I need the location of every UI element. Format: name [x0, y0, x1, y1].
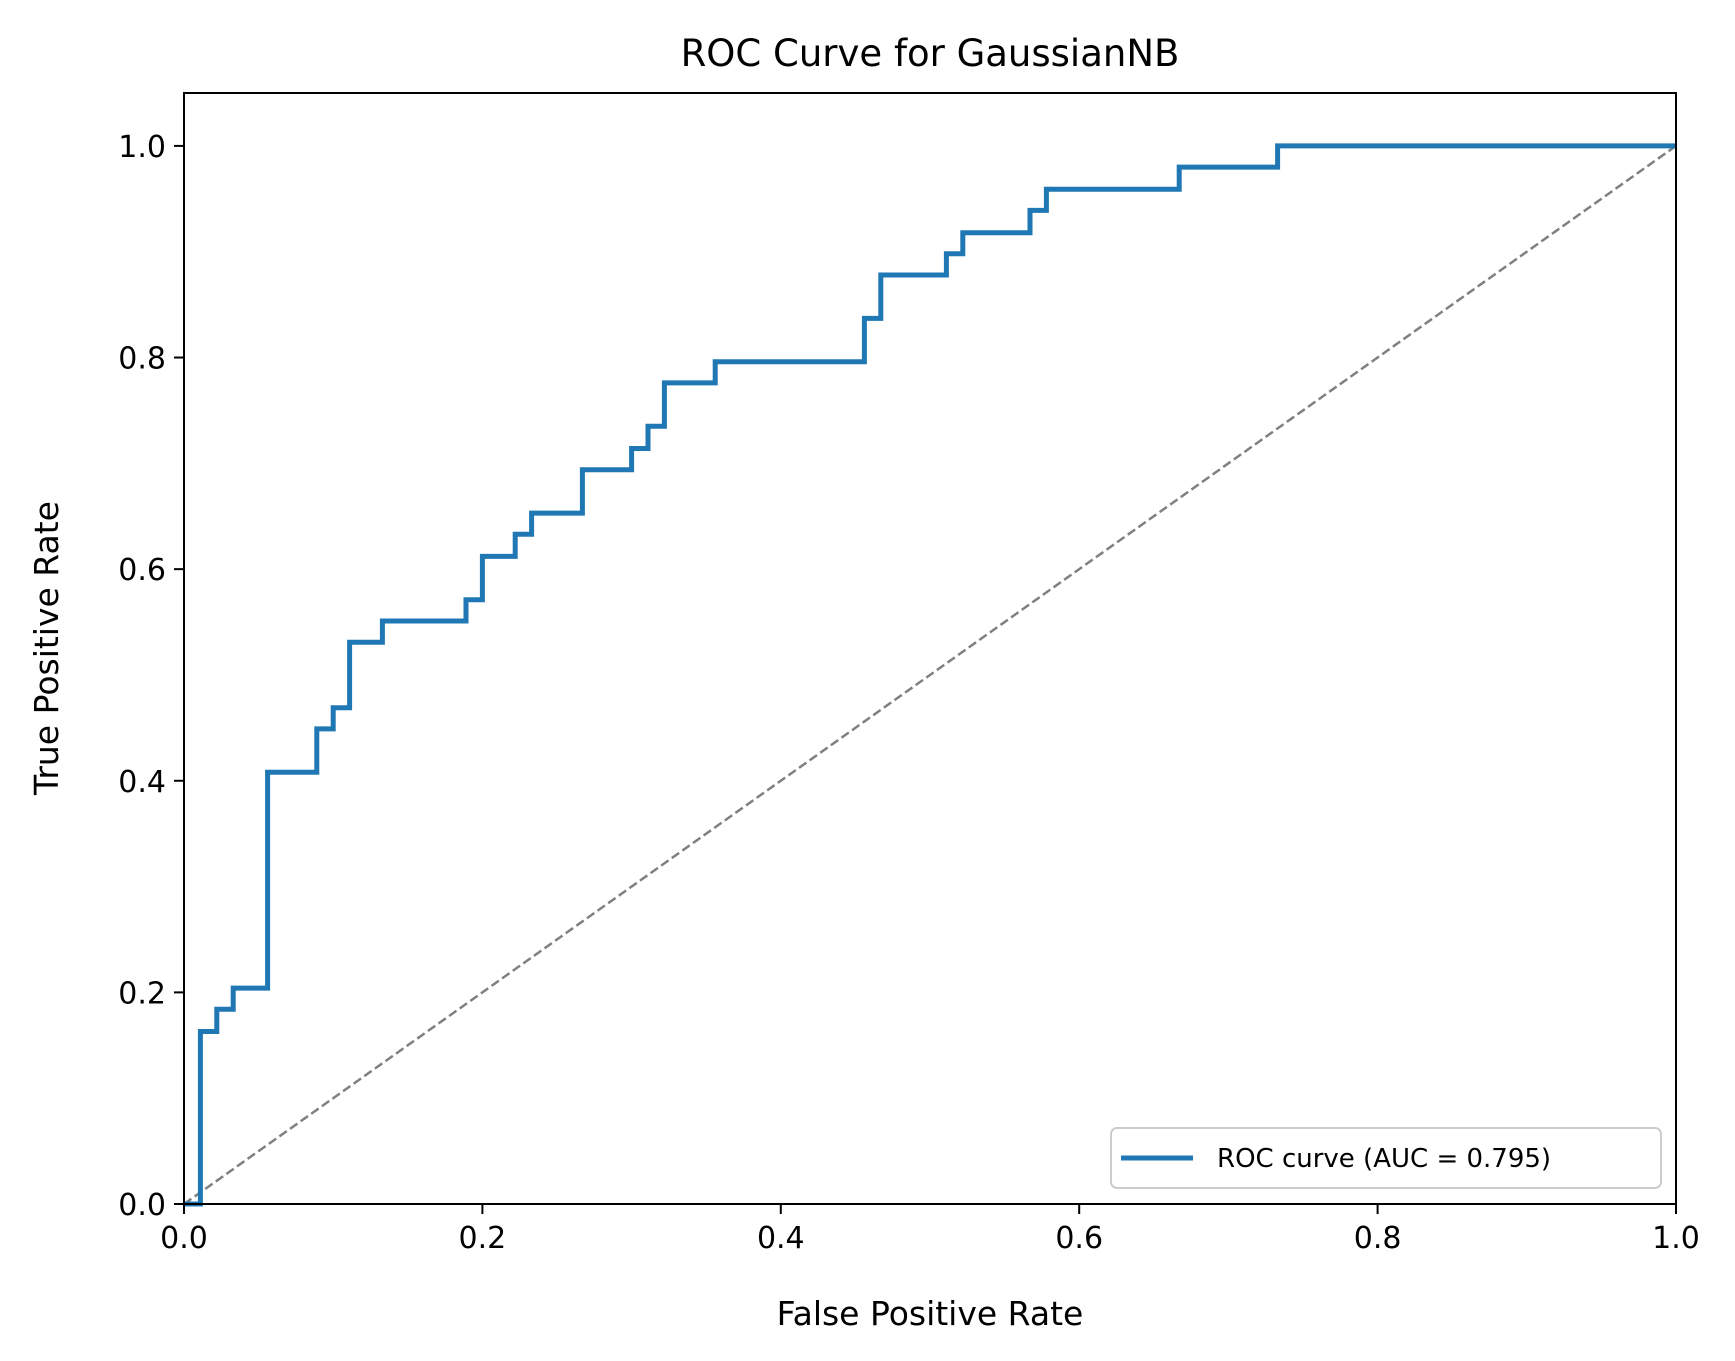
x-tick-label: 0.6 [1055, 1221, 1103, 1256]
axis-ticks: 0.0 0.2 0.4 0.6 0.8 1.0 0.0 0.2 0.4 0.6 0.8 1.0 [118, 130, 1700, 1256]
y-tick-label: 0.8 [118, 342, 166, 377]
y-tick-label: 0.0 [118, 1188, 166, 1223]
legend-box [1110, 1127, 1662, 1189]
legend: ROC curve (AUC = 0.795) [1110, 1127, 1662, 1189]
y-axis-label: True Positive Rate [27, 501, 66, 796]
chart-title: ROC Curve for GaussianNB [681, 32, 1180, 75]
legend-label-roc: ROC curve (AUC = 0.795) [1217, 1144, 1551, 1174]
y-tick-label: 0.4 [118, 765, 166, 800]
x-tick-label: 0.0 [160, 1221, 208, 1256]
x-tick-label: 0.8 [1354, 1221, 1402, 1256]
y-tick-label: 1.0 [118, 130, 166, 165]
y-tick-label: 0.6 [118, 553, 166, 588]
x-tick-label: 1.0 [1652, 1221, 1700, 1256]
x-axis-label: False Positive Rate [777, 1294, 1084, 1333]
y-tick-label: 0.2 [118, 976, 166, 1011]
roc-curve-line [184, 143, 1676, 1207]
x-tick-label: 0.4 [757, 1221, 805, 1256]
x-tick-label: 0.2 [459, 1221, 507, 1256]
plot-area [183, 143, 1677, 1207]
axes-frame [183, 92, 1677, 1205]
chance-diagonal-line [183, 144, 1677, 1206]
